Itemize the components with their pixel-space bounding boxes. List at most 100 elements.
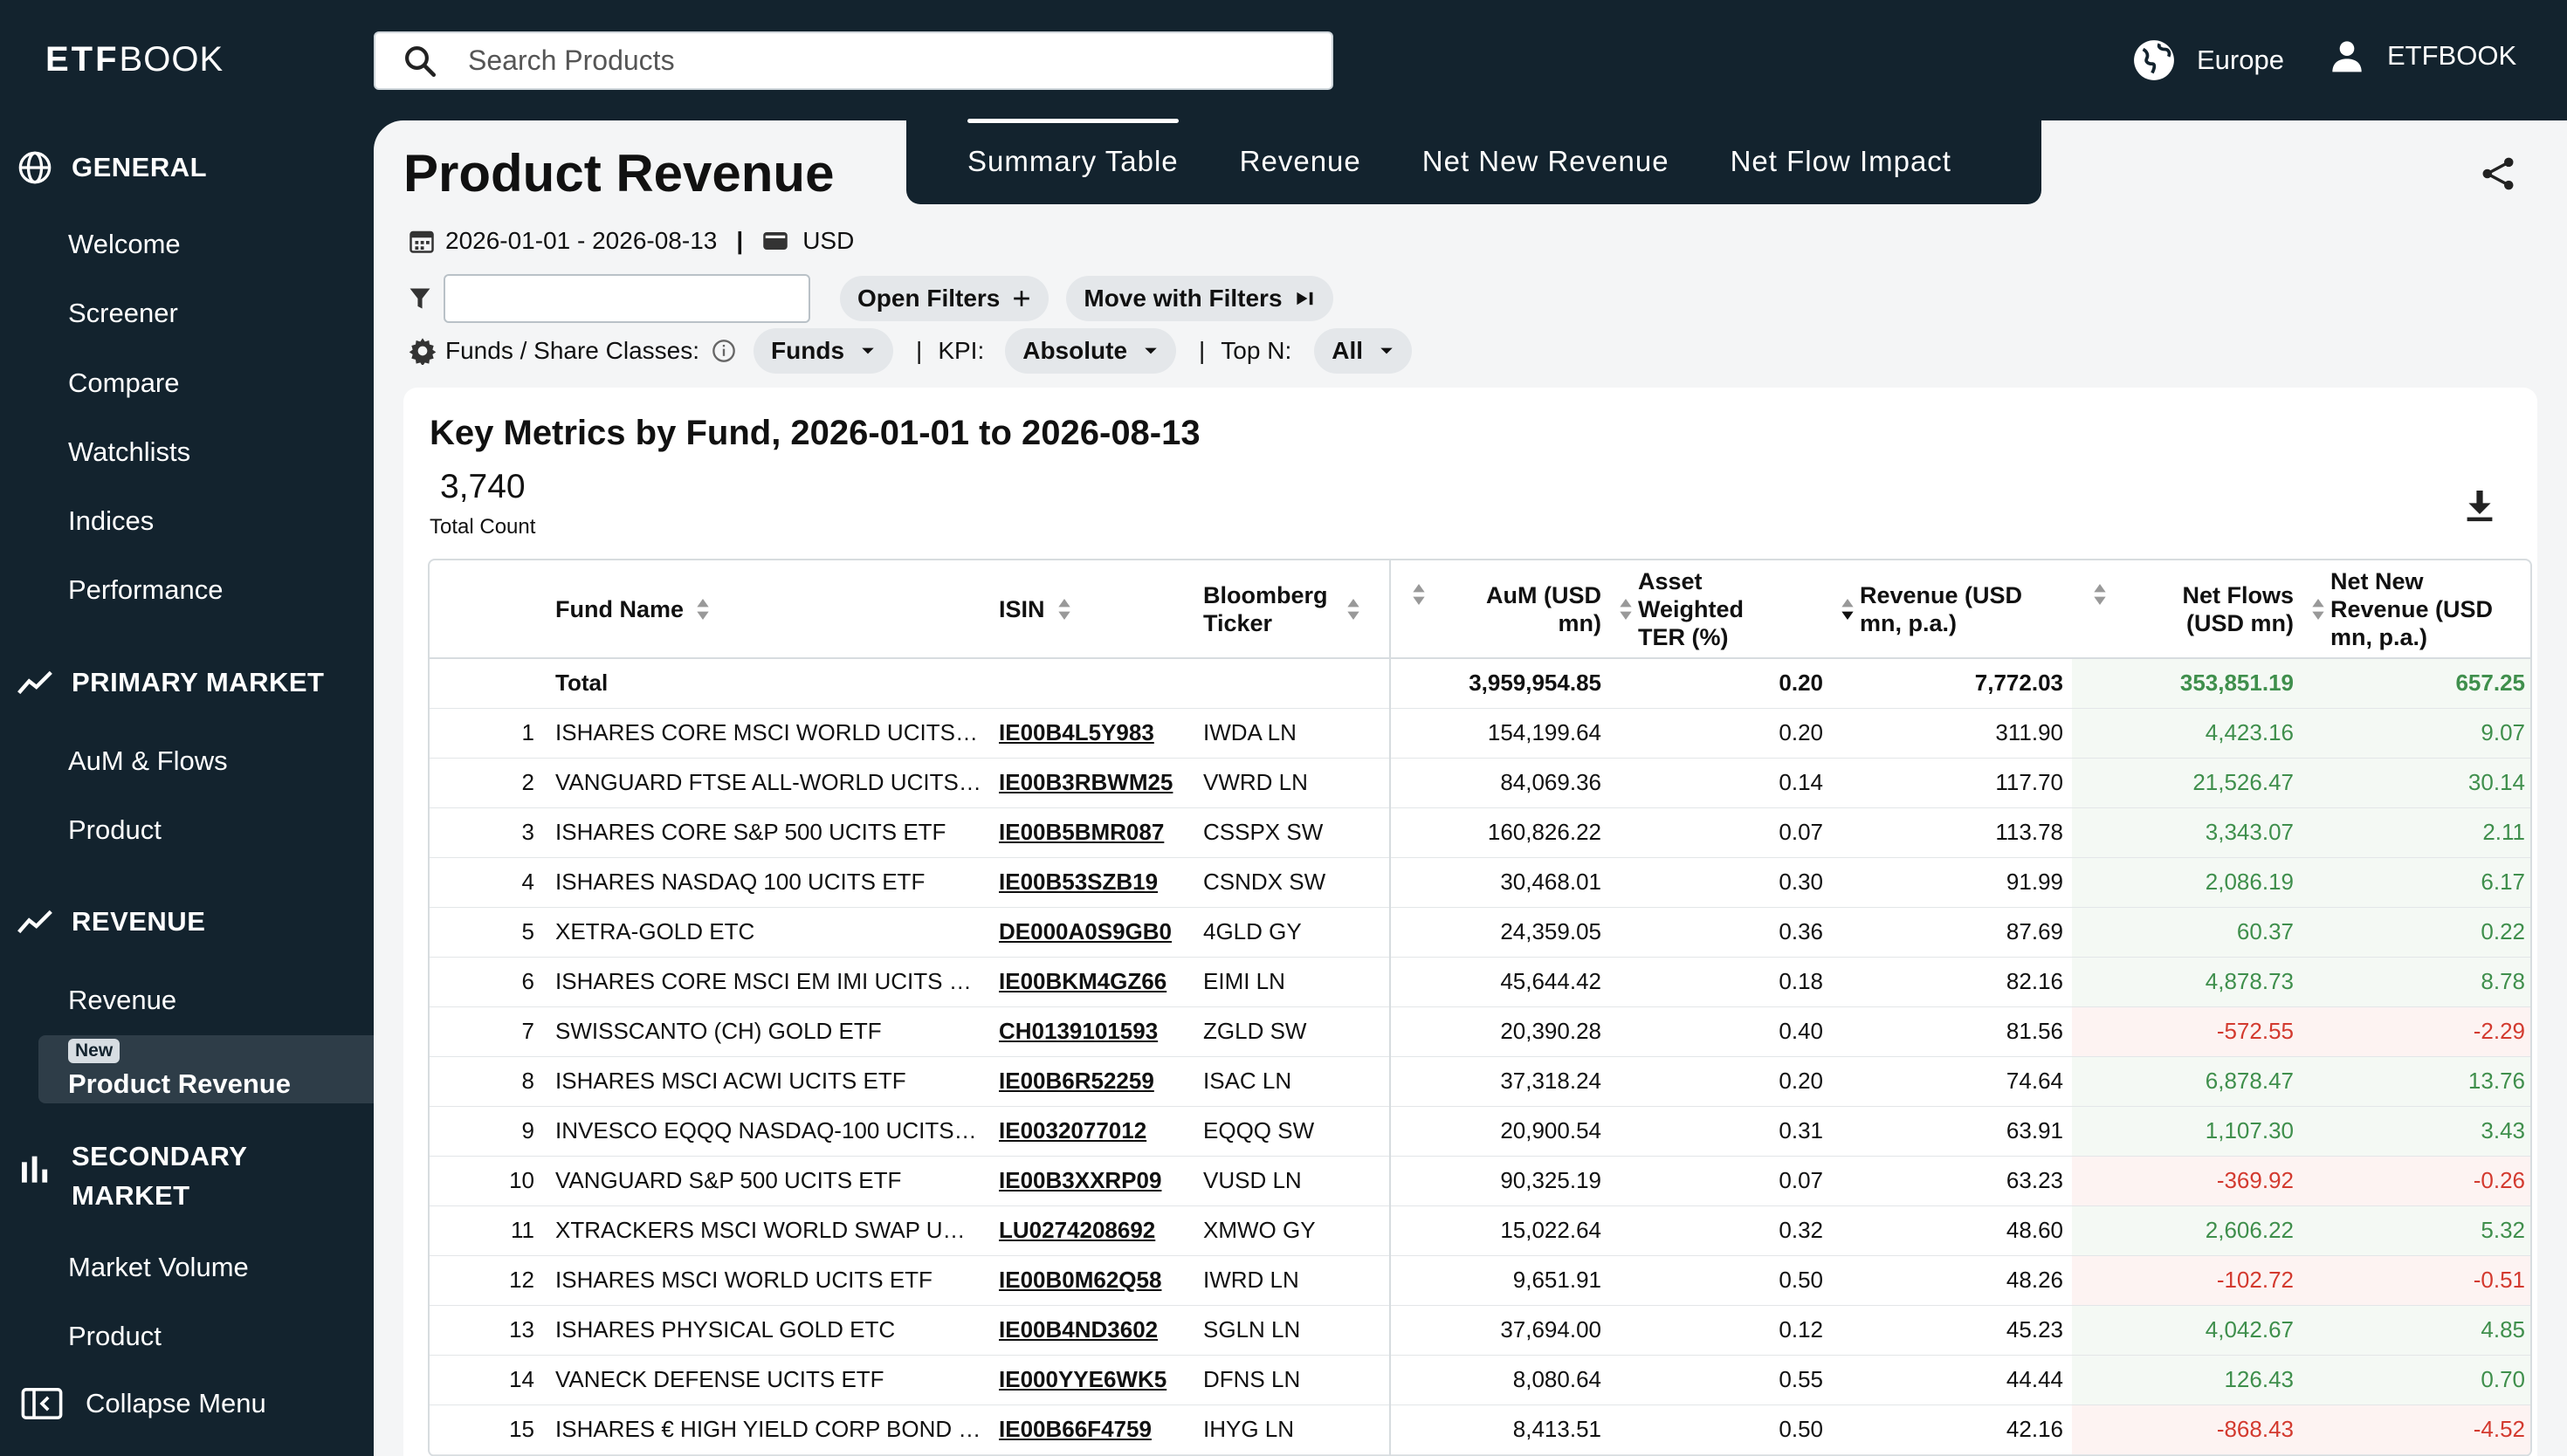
isin-link[interactable]: LU0274208692	[990, 1205, 1194, 1256]
fund-name-cell: VANECK DEFENSE UCITS ETF	[547, 1355, 990, 1405]
total-ter: 0.20	[1610, 658, 1832, 709]
sidebar-item-welcome[interactable]: Welcome	[68, 229, 181, 259]
section-secondary-market[interactable]: SECONDARY MARKET	[17, 1137, 247, 1215]
separator: |	[916, 337, 923, 364]
sort-icon[interactable]	[2093, 581, 2107, 608]
ter-cell: 0.55	[1610, 1355, 1832, 1405]
isin-link[interactable]: IE00B53SZB19	[990, 857, 1194, 908]
table-row[interactable]: 14 VANECK DEFENSE UCITS ETF IE000YYE6WK5 DF…	[430, 1355, 2530, 1405]
isin-link[interactable]: IE00B0M62Q58	[990, 1255, 1194, 1306]
isin-link[interactable]: IE00B4ND3602	[990, 1305, 1194, 1356]
sidebar-item-revenue[interactable]: Revenue	[68, 985, 177, 1015]
tab-revenue[interactable]: Revenue	[1239, 145, 1361, 177]
funds-dropdown[interactable]: Funds	[754, 328, 894, 374]
sidebar-item-product-revenue-label[interactable]: Product Revenue	[68, 1068, 291, 1099]
sort-icon[interactable]	[1619, 596, 1633, 622]
aum-cell: 15,022.64	[1390, 1205, 1610, 1256]
search-box[interactable]	[374, 31, 1333, 90]
tab-net-flow-impact[interactable]: Net Flow Impact	[1730, 145, 1951, 177]
isin-link[interactable]: IE00B6R52259	[990, 1056, 1194, 1107]
sidebar-item-performance[interactable]: Performance	[68, 574, 224, 605]
region-selector[interactable]: Europe	[2132, 38, 2284, 82]
sort-icon[interactable]	[1057, 596, 1071, 622]
ticker-cell: 4GLD GY	[1194, 907, 1391, 958]
sidebar-item-market-volume[interactable]: Market Volume	[68, 1252, 249, 1282]
col-revenue[interactable]: Revenue (USD mn, p.a.)	[1832, 560, 2072, 659]
table-row[interactable]: 13 ISHARES PHYSICAL GOLD ETC IE00B4ND3602 S…	[430, 1305, 2530, 1356]
download-icon[interactable]	[2464, 489, 2495, 524]
isin-link[interactable]: IE00B3XXRP09	[990, 1156, 1194, 1206]
section-primary-market[interactable]: PRIMARY MARKET	[17, 667, 324, 698]
section-general[interactable]: GENERAL	[17, 150, 207, 185]
table-row[interactable]: 8 ISHARES MSCI ACWI UCITS ETF IE00B6R52259…	[430, 1056, 2530, 1107]
collapse-menu-button[interactable]: Collapse Menu	[21, 1388, 266, 1419]
revenue-cell: 45.23	[1832, 1305, 2072, 1356]
fund-name-cell: INVESCO EQQQ NASDAQ-100 UCITS ETF	[547, 1106, 990, 1157]
sidebar-item-compare[interactable]: Compare	[68, 367, 180, 398]
isin-link[interactable]: IE00B4L5Y983	[990, 708, 1194, 759]
sidebar: GENERAL Welcome Screener Compare Watchli…	[0, 131, 374, 1456]
info-icon[interactable]	[712, 339, 736, 363]
sidebar-item-aum-flows[interactable]: AuM & Flows	[68, 745, 228, 776]
table-row[interactable]: 4 ISHARES NASDAQ 100 UCITS ETF IE00B53SZB1…	[430, 857, 2530, 908]
table-row[interactable]: 12 ISHARES MSCI WORLD UCITS ETF IE00B0M62Q…	[430, 1255, 2530, 1306]
col-isin[interactable]: ISIN	[990, 560, 1194, 659]
table-row[interactable]: 3 ISHARES CORE S&P 500 UCITS ETF IE00B5BMR…	[430, 807, 2530, 858]
ticker-cell: CSNDX SW	[1194, 857, 1391, 908]
isin-link[interactable]: DE000A0S9GB0	[990, 907, 1194, 958]
sort-icon[interactable]	[1346, 596, 1360, 622]
isin-link[interactable]: IE00B5BMR087	[990, 807, 1194, 858]
sort-desc-icon[interactable]	[1841, 596, 1855, 622]
sort-icon[interactable]	[1412, 581, 1426, 608]
isin-link[interactable]: IE00BKM4GZ66	[990, 957, 1194, 1007]
logo[interactable]: ETFBOOK	[45, 40, 224, 79]
filter-input[interactable]	[444, 274, 810, 323]
table-row[interactable]: 10 VANGUARD S&P 500 UCITS ETF IE00B3XXRP09…	[430, 1156, 2530, 1206]
table-row[interactable]: 7 SWISSCANTO (CH) GOLD ETF CH0139101593 ZGL…	[430, 1006, 2530, 1057]
fund-name-cell: ISHARES MSCI WORLD UCITS ETF	[547, 1255, 990, 1306]
table-row[interactable]: 1 ISHARES CORE MSCI WORLD UCITS ETF IE00B4…	[430, 708, 2530, 759]
col-net-new-revenue[interactable]: Net New Revenue (USD mn, p.a.)	[2302, 560, 2530, 659]
col-net-flows[interactable]: Net Flows (USD mn)	[2072, 560, 2302, 659]
table-row[interactable]: 15 ISHARES € HIGH YIELD CORP BOND UC... IE…	[430, 1404, 2530, 1455]
section-revenue[interactable]: REVENUE	[17, 906, 205, 937]
fund-name-cell: XTRACKERS MSCI WORLD SWAP UCIT...	[547, 1205, 990, 1256]
sort-icon[interactable]	[696, 596, 710, 622]
search-input[interactable]	[468, 45, 1254, 77]
net-flows-cell: -572.55	[2072, 1006, 2302, 1057]
table-row[interactable]: 5 XETRA-GOLD ETC DE000A0S9GB0 4GLD GY 24,359…	[430, 907, 2530, 958]
isin-link[interactable]: IE0032077012	[990, 1106, 1194, 1157]
isin-link[interactable]: CH0139101593	[990, 1006, 1194, 1057]
table-row[interactable]: 6 ISHARES CORE MSCI EM IMI UCITS ETF IE00B…	[430, 957, 2530, 1007]
table-row[interactable]: 2 VANGUARD FTSE ALL-WORLD UCITS ETF IE00B3…	[430, 758, 2530, 808]
open-filters-button[interactable]: Open Filters	[840, 276, 1050, 321]
net-new-revenue-cell: 0.22	[2302, 907, 2530, 958]
user-menu[interactable]: ETFBOOK	[2330, 38, 2516, 73]
topn-dropdown[interactable]: All	[1314, 328, 1413, 374]
fund-name-cell: ISHARES MSCI ACWI UCITS ETF	[547, 1056, 990, 1107]
isin-link[interactable]: IE00B3RBWM25	[990, 758, 1194, 808]
col-ticker[interactable]: Bloomberg Ticker	[1194, 560, 1391, 659]
sidebar-item-screener[interactable]: Screener	[68, 298, 178, 328]
revenue-cell: 113.78	[1832, 807, 2072, 858]
col-aum[interactable]: AuM (USD mn)	[1390, 560, 1610, 659]
kpi-dropdown[interactable]: Absolute	[1005, 328, 1177, 374]
sidebar-item-product[interactable]: Product	[68, 814, 162, 845]
sort-icon[interactable]	[2311, 596, 2325, 622]
sidebar-item-indices[interactable]: Indices	[68, 505, 155, 536]
col-ter[interactable]: Asset Weighted TER (%)	[1610, 560, 1832, 659]
col-fund-name[interactable]: Fund Name	[547, 560, 990, 659]
sidebar-item-watchlists[interactable]: Watchlists	[68, 436, 191, 467]
share-icon[interactable]	[2480, 155, 2516, 192]
sidebar-item-secondary-product[interactable]: Product	[68, 1321, 162, 1351]
table-row[interactable]: 9 INVESCO EQQQ NASDAQ-100 UCITS ETF IE0032…	[430, 1106, 2530, 1157]
table-row[interactable]: 11 XTRACKERS MSCI WORLD SWAP UCIT... LU027…	[430, 1205, 2530, 1256]
ter-cell: 0.36	[1610, 907, 1832, 958]
isin-link[interactable]: IE00B66F4759	[990, 1404, 1194, 1455]
net-flows-cell: 2,606.22	[2072, 1205, 2302, 1256]
move-with-filters-button[interactable]: Move with Filters	[1066, 276, 1333, 321]
aum-cell: 24,359.05	[1390, 907, 1610, 958]
isin-link[interactable]: IE000YYE6WK5	[990, 1355, 1194, 1405]
tab-summary-table[interactable]: Summary Table	[967, 119, 1179, 177]
tab-net-new-revenue[interactable]: Net New Revenue	[1421, 145, 1669, 177]
